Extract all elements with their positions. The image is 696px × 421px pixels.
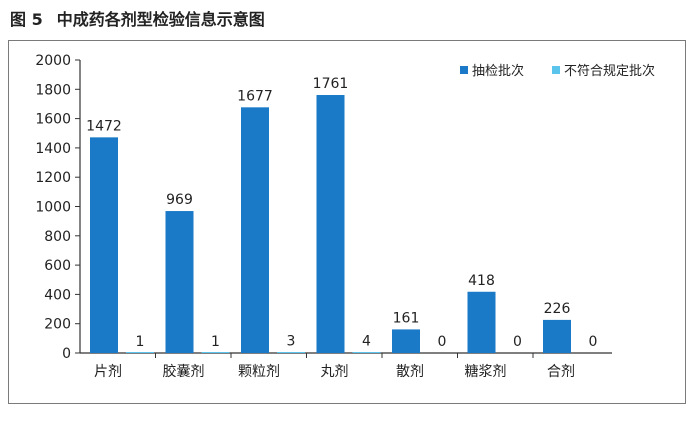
y-tick-label: 400 [44,287,71,303]
bar-value-label: 226 [544,301,571,317]
chart-legend: 抽检批次 不符合规定批次 [460,63,655,79]
y-tick-label: 200 [44,317,71,333]
figure-number: 图 5 [10,10,43,29]
bar-value-label: 969 [166,192,193,208]
legend-swatch [460,66,468,74]
y-tick-label: 600 [44,258,71,274]
legend-label: 抽检批次 [472,63,524,79]
bar-inspected [90,137,118,353]
x-category-label: 合剂 [547,364,575,380]
bar-inspected [241,107,269,353]
bar-value-label: 1 [211,334,220,350]
bar-value-label: 1761 [313,76,349,92]
bar-value-label: 0 [438,334,447,350]
bar-value-label: 0 [513,334,522,350]
bar-inspected [467,291,496,353]
bar-nonconforming [277,352,305,353]
x-category-label: 丸剂 [321,364,349,380]
figure-title-text: 中成药各剂型检验信息示意图 [56,10,265,29]
y-tick-label: 1200 [35,170,71,186]
x-category-label: 糖浆剂 [465,364,507,380]
chart-bars [90,95,571,354]
bar-inspected [165,211,194,353]
bar-value-label: 3 [287,334,296,350]
bar-inspected [543,319,571,353]
y-tick-label: 1400 [35,141,71,157]
figure-title: 图 5 中成药各剂型检验信息示意图 [10,6,265,30]
bar-value-label: 418 [468,273,495,289]
bar-nonconforming [126,352,154,353]
bar-nonconforming [201,352,230,353]
legend-label: 不符合规定批次 [564,63,655,79]
legend-swatch [552,66,560,74]
bar-nonconforming [352,352,381,353]
chart-labels: 14721片剂9691胶囊剂16773颗粒剂17614丸剂1610散剂4180糖… [86,76,597,380]
bar-value-label: 4 [362,333,371,349]
y-tick-label: 1000 [35,200,71,216]
bar-value-label: 1472 [86,118,122,134]
x-category-label: 片剂 [94,364,122,380]
x-category-label: 颗粒剂 [238,364,280,380]
bar-value-label: 161 [393,310,420,326]
y-tick-label: 2000 [35,53,71,69]
bar-inspected [392,329,420,353]
x-category-label: 散剂 [396,364,424,380]
y-tick-label: 0 [62,346,71,362]
bar-value-label: 1677 [237,88,273,104]
y-tick-label: 800 [44,229,71,245]
y-tick-label: 1600 [35,112,71,128]
bar-inspected [316,95,345,354]
y-tick-label: 1800 [35,82,71,98]
bar-value-label: 1 [136,334,145,350]
x-category-label: 胶囊剂 [163,363,205,380]
bar-value-label: 0 [589,334,598,350]
chart-frame [8,40,686,404]
